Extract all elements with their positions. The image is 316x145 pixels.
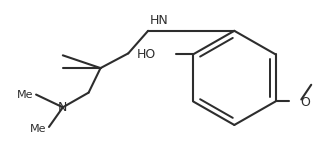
Text: HN: HN xyxy=(150,14,169,27)
Text: Me: Me xyxy=(17,90,33,100)
Text: O: O xyxy=(300,96,310,109)
Text: HO: HO xyxy=(137,48,156,61)
Text: N: N xyxy=(58,101,68,114)
Text: Me: Me xyxy=(29,124,46,134)
